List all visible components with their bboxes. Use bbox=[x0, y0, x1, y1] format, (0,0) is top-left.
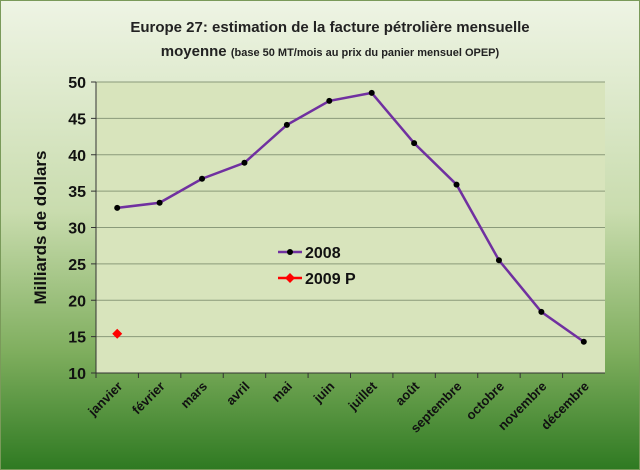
x-tick-label: juillet bbox=[345, 378, 381, 414]
data-point bbox=[580, 338, 587, 345]
data-point bbox=[156, 199, 163, 206]
x-tick-label: février bbox=[129, 379, 168, 418]
legend-marker bbox=[287, 249, 293, 255]
data-point bbox=[368, 89, 375, 96]
x-tick-label: janvier bbox=[84, 379, 125, 420]
legend-marker bbox=[285, 273, 295, 283]
y-axis-label: Milliards de dollars bbox=[31, 151, 50, 305]
data-point bbox=[112, 328, 123, 339]
x-tick-label: mai bbox=[269, 379, 295, 405]
title-line-1: Europe 27: estimation de la facture pétr… bbox=[130, 19, 530, 36]
data-point bbox=[411, 140, 418, 147]
data-point bbox=[114, 204, 121, 211]
chart-subtitle: (base 50 MT/mois au prix du panier mensu… bbox=[230, 47, 500, 59]
y-tick-label: 25 bbox=[68, 257, 86, 274]
x-tick-label: juin bbox=[310, 378, 338, 406]
y-tick-label: 10 bbox=[68, 366, 86, 383]
legend-label: 2008 bbox=[305, 245, 341, 262]
title-line-2: moyenne bbox=[160, 43, 227, 60]
data-point bbox=[453, 181, 460, 188]
y-tick-label: 40 bbox=[68, 148, 86, 165]
data-point bbox=[326, 97, 333, 104]
x-tick-label: août bbox=[392, 378, 422, 408]
data-point bbox=[199, 175, 206, 182]
y-tick-label: 15 bbox=[68, 330, 86, 347]
x-tick-label: mars bbox=[178, 379, 211, 412]
legend-label: 2009 P bbox=[305, 271, 356, 288]
y-tick-label: 45 bbox=[68, 111, 86, 128]
x-tick-label: avril bbox=[223, 379, 253, 409]
series-line-2008 bbox=[117, 91, 585, 343]
y-tick-label: 20 bbox=[68, 293, 86, 310]
data-point bbox=[241, 159, 248, 166]
data-point bbox=[495, 257, 502, 264]
data-point bbox=[283, 121, 290, 128]
y-tick-label: 35 bbox=[68, 184, 86, 201]
data-point bbox=[538, 308, 545, 315]
y-tick-label: 30 bbox=[68, 221, 86, 238]
chart-title: Europe 27: estimation de la facture pétr… bbox=[60, 16, 600, 65]
y-tick-label: 50 bbox=[68, 75, 86, 92]
